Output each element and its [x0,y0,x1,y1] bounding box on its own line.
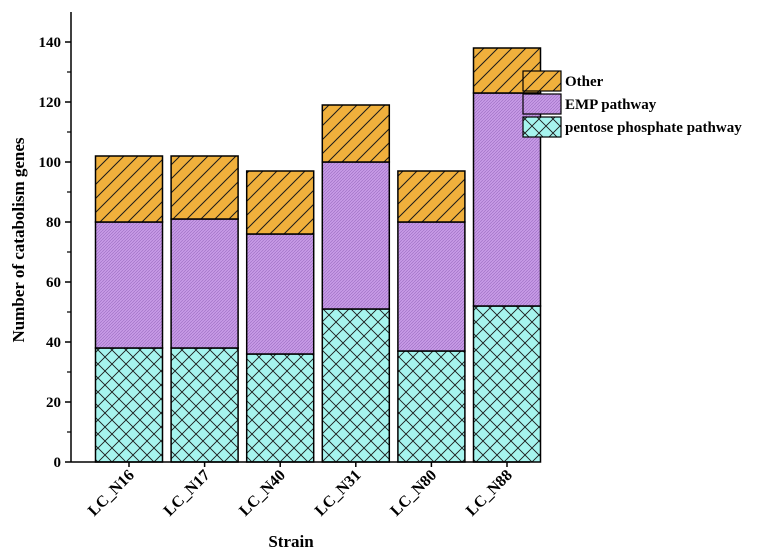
x-tick-label-LC_N40: LC_N40 [236,467,289,520]
x-tick-label-LC_N17: LC_N17 [161,467,214,520]
y-tick-label-80: 80 [46,215,61,231]
legend-label-0: Other [565,74,604,90]
bar-LC_N31-series-0 [321,308,391,463]
x-axis-label: Strain [268,532,314,551]
bar-LC_N17-series-1 [170,218,239,349]
bars-group [94,47,542,463]
y-tick-label-40: 40 [46,335,61,351]
legend-label-2: pentose phosphate pathway [565,120,742,136]
bar-LC_N16-series-0 [94,347,164,463]
y-tick-label-60: 60 [46,275,61,291]
bar-LC_N80-series-2 [397,170,466,223]
bar-LC_N40-series-0 [245,353,315,463]
x-tick-label-LC_N31: LC_N31 [312,467,365,520]
bar-LC_N40-series-1 [245,233,315,355]
x-tick-label-LC_N80: LC_N80 [387,467,440,520]
legend-swatch-2 [522,116,562,138]
legend-swatch-0 [522,70,562,92]
legend-label-1: EMP pathway [565,97,657,113]
bar-LC_N88-series-0 [472,305,542,463]
y-tick-label-20: 20 [46,395,61,411]
y-tick-label-120: 120 [39,95,62,111]
bar-LC_N16-series-1 [94,221,164,349]
bar-LC_N80-series-1 [397,221,466,352]
bar-LC_N31-series-1 [321,161,391,310]
legend-swatch-1 [522,93,562,115]
y-tick-label-140: 140 [39,35,62,51]
y-tick-label-100: 100 [39,155,62,171]
y-axis-label: Number of catabolism genes [9,137,28,342]
bar-LC_N17-series-0 [170,347,239,463]
bar-LC_N40-series-2 [245,170,315,235]
y-tick-label-0: 0 [54,455,62,471]
bar-LC_N31-series-2 [321,104,391,163]
x-tick-label-LC_N88: LC_N88 [463,467,516,520]
bar-LC_N80-series-0 [397,350,466,463]
x-tick-label-LC_N16: LC_N16 [85,467,138,520]
y-axis-label-group: Number of catabolism genes [9,137,28,342]
bar-LC_N17-series-2 [170,155,239,220]
legend: Other EMP pathway pentose phosphate pathwa… [522,70,742,138]
bar-LC_N16-series-2 [94,155,164,223]
